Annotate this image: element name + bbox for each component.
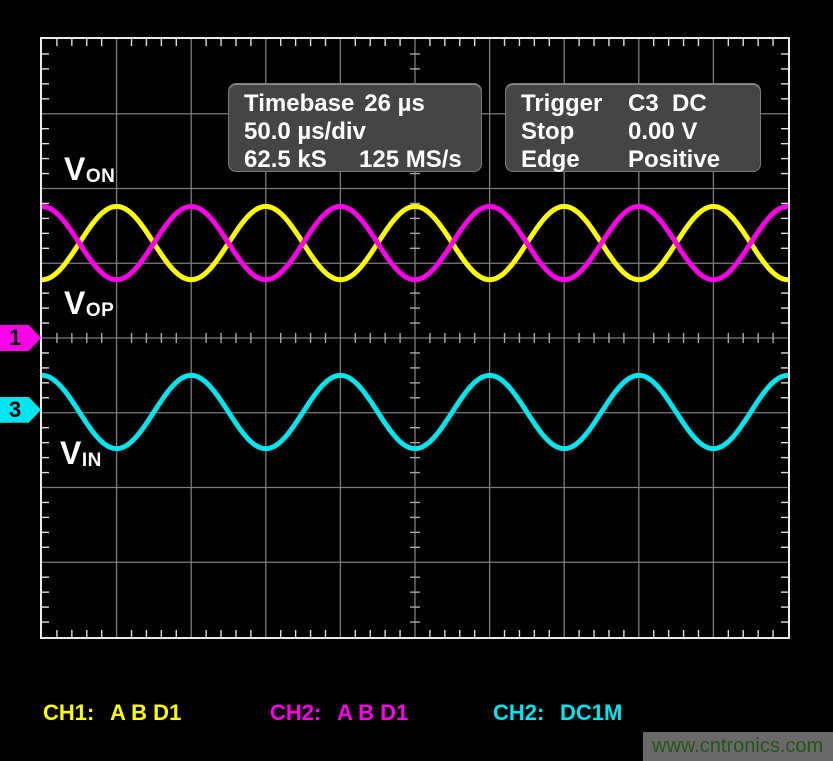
trigger-mode-label: Stop xyxy=(521,118,575,145)
trigger-edge-label: Edge xyxy=(521,146,580,173)
trace-label-sub: ON xyxy=(85,166,116,187)
trigger-level-value: 0.00 V xyxy=(628,118,698,145)
timebase-panel[interactable]: Timebase 26 µs 50.0 µs/div 62.5 kS 125 MS/… xyxy=(228,83,482,174)
trigger-panel[interactable]: Trigger C3 DC Stop 0.00 V Edge Positive xyxy=(505,83,761,174)
timebase-title: Timebase xyxy=(244,90,355,117)
channel-info-ch2a[interactable]: CH2:A B D1 2.00 V/div 50.00 mV 2.626 # xyxy=(270,650,439,761)
trigger-edge-value: Positive xyxy=(628,146,721,173)
trace-label-sub: IN xyxy=(81,450,102,471)
channel-coupling: A B D1 xyxy=(110,700,182,725)
level-marker-3[interactable]: 3 xyxy=(0,396,41,423)
trigger-mode-row: Stop 0.00 V xyxy=(521,118,760,146)
channel-coupling: A B D1 xyxy=(337,700,409,725)
timebase-summary: Timebase 26 µs xyxy=(244,90,481,118)
timebase-sampling: 62.5 kS 125 MS/s xyxy=(244,146,481,174)
trace-label-main: V xyxy=(60,435,82,471)
sample-count: 62.5 kS xyxy=(244,146,327,173)
trigger-source-value: C3 DC xyxy=(628,90,707,117)
channel-id: CH2: xyxy=(493,700,545,725)
watermark: www.cntronics.com xyxy=(643,732,833,761)
trigger-source-row: Trigger C3 DC xyxy=(521,90,760,118)
trace-label-main: V xyxy=(64,151,86,187)
channel-info-ch2b[interactable]: CH2:DC1M 2.00 V/div –2.0000 V xyxy=(493,650,662,761)
channel-id: CH2: xyxy=(270,700,322,725)
trigger-edge-row: Edge Positive xyxy=(521,146,760,174)
trigger-label: Trigger xyxy=(521,90,603,117)
trace-label-sub: OP xyxy=(85,300,115,321)
trace-label-main: V xyxy=(64,285,86,321)
channel-coupling: DC1M xyxy=(560,700,623,725)
channel-line: CH2: A B D1 xyxy=(270,700,439,725)
level-marker-1[interactable]: 1 xyxy=(0,325,41,351)
trace-label-von: VON xyxy=(64,153,115,186)
channel-line: CH2: DC1M xyxy=(493,700,662,725)
trace-label-vin: VIN xyxy=(60,437,102,470)
channel-line: CH1: A B D1 xyxy=(43,700,227,725)
timebase-per-div: 50.0 µs/div xyxy=(244,118,366,145)
channel-info-ch1[interactable]: CH1:A B D1 2.00 V/div 0.0 mV ofst 2.626 … xyxy=(43,650,227,761)
sample-rate: 125 MS/s xyxy=(359,146,462,173)
channel-id: CH1: xyxy=(43,700,95,725)
trace-label-vop: VOP xyxy=(64,287,114,320)
timebase-value: 26 µs xyxy=(364,90,425,117)
